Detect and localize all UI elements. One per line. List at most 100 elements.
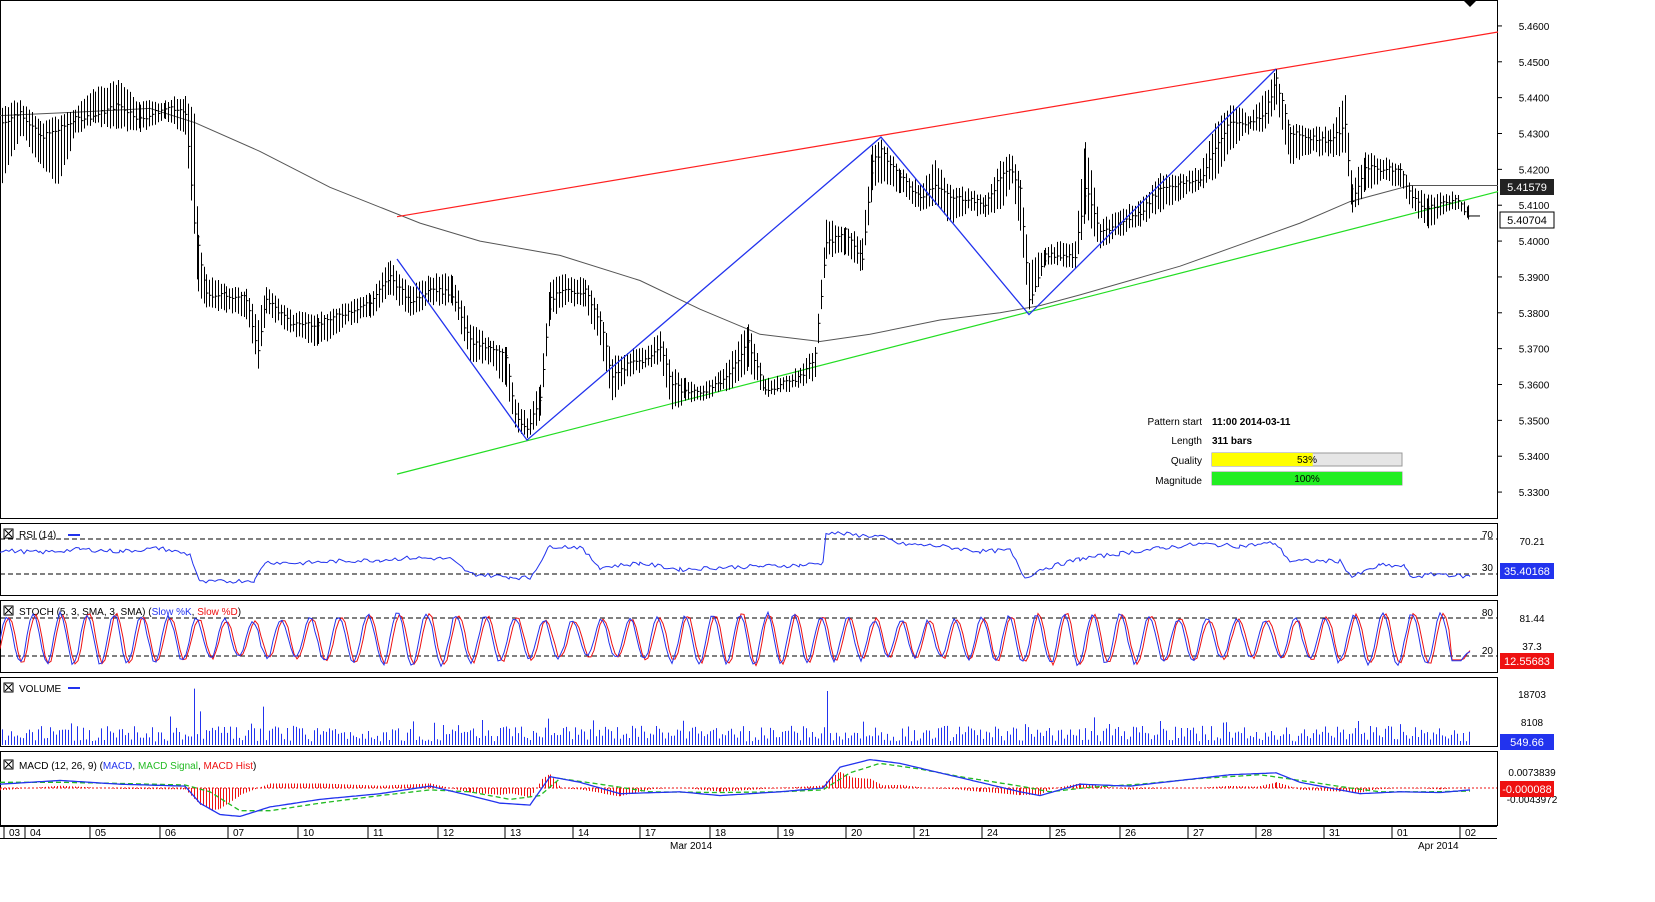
day-label: 26	[1125, 828, 1137, 839]
main-panel-frame	[0, 0, 1498, 519]
day-label: 05	[95, 828, 107, 839]
price-tick-label: 5.4100	[1519, 201, 1550, 212]
stoch-current-value: 12.55683	[1504, 656, 1550, 668]
price-tick-label: 5.4400	[1519, 94, 1550, 105]
day-label: 11	[373, 828, 384, 839]
stoch-value-box	[1500, 653, 1554, 669]
price-bars	[2, 69, 1480, 438]
day-label: 25	[1055, 828, 1067, 839]
day-label: 17	[645, 828, 657, 839]
volume-close-icon[interactable]	[4, 683, 13, 692]
quality-bar-fill	[1212, 453, 1313, 466]
day-label: 31	[1329, 828, 1341, 839]
price-tick-label: 5.4600	[1519, 22, 1550, 33]
price-tick-label: 5.3500	[1519, 416, 1550, 427]
price-tick-label: 5.3300	[1519, 488, 1550, 499]
rsi-close-icon[interactable]	[4, 529, 13, 538]
rsi-current-value: 35.40168	[1504, 566, 1550, 578]
price-tick-label: 5.3700	[1519, 345, 1550, 356]
quality-label: Quality	[1171, 456, 1202, 467]
macd-legend-macd: MACD	[103, 761, 132, 772]
day-label: 07	[233, 828, 245, 839]
day-label: 03	[9, 828, 21, 839]
month-label: Mar 2014	[670, 841, 713, 852]
macd-label-text: MACD (12, 26, 9)	[19, 761, 97, 772]
day-label: 04	[30, 828, 42, 839]
price-tick-label: 5.4300	[1519, 130, 1550, 141]
volume-current-value: 549.66	[1510, 737, 1544, 749]
rsi-line	[0, 531, 1471, 584]
pattern-start-label: Pattern start	[1148, 417, 1203, 428]
day-label: 27	[1193, 828, 1205, 839]
length-label: Length	[1171, 436, 1202, 447]
stoch-close-icon[interactable]	[4, 606, 13, 615]
price-tick-label: 5.3800	[1519, 309, 1550, 320]
day-label: 13	[510, 828, 522, 839]
stoch-k-label: Slow %K	[152, 607, 192, 618]
macd-histogram	[0, 772, 1497, 810]
macd-tick-label-top: 0.0073839	[1508, 768, 1556, 779]
rsi-value-box	[1500, 563, 1554, 579]
magnitude-label: Magnitude	[1155, 476, 1202, 487]
macd-tick-label-bottom: -0.0043972	[1507, 795, 1558, 806]
macd-line	[0, 758, 1471, 818]
stoch-label: STOCH (5, 3, SMA, 3, SMA) (Slow %K, Slow…	[19, 607, 241, 618]
macd-current-value: -0.000088	[1502, 784, 1552, 796]
price-axis: 5.4600 5.4500 5.4400 5.4300 5.4200 5.4100 5.40…	[1497, 22, 1550, 499]
magnitude-bar-fill	[1212, 472, 1402, 485]
length-value: 311 bars	[1212, 436, 1252, 447]
volume-panel-frame	[0, 677, 1498, 747]
stoch-d-label: Slow %D	[197, 607, 238, 618]
day-label: 24	[987, 828, 999, 839]
rsi-level-70-label: 70	[1482, 530, 1494, 541]
rsi-panel: RSI (14) 70 30 70.21 35.40168	[0, 528, 1554, 584]
day-label: 21	[919, 828, 931, 839]
stoch-level-20-label: 20	[1482, 646, 1494, 657]
price-tick-label: 5.4200	[1519, 165, 1550, 176]
day-label: 10	[303, 828, 315, 839]
price-label-lower: 5.40704	[1507, 215, 1547, 227]
month-label: Apr 2014	[1418, 841, 1459, 852]
macd-legend-hist: MACD Hist	[204, 761, 254, 772]
day-label: 14	[578, 828, 590, 839]
stoch-level-80-label: 80	[1482, 608, 1494, 619]
price-tick-label: 5.3900	[1519, 273, 1550, 284]
magnitude-value: 100%	[1294, 474, 1320, 485]
pattern-start-value: 11:00 2014-03-11	[1212, 417, 1291, 428]
day-label: 28	[1261, 828, 1273, 839]
macd-value-box	[1500, 781, 1554, 797]
macd-label: MACD (12, 26, 9) (MACD, MACD Signal, MAC…	[19, 761, 256, 772]
volume-tick-label-a: 18703	[1518, 690, 1546, 701]
stoch-label-text: STOCH (5, 3, SMA, 3, SMA)	[19, 607, 146, 618]
scroll-arrow-icon[interactable]	[1464, 1, 1476, 7]
macd-panel: MACD (12, 26, 9) (MACD, MACD Signal, MAC…	[0, 758, 1558, 818]
rsi-tick-label: 70.21	[1519, 537, 1544, 548]
day-label: 02	[1465, 828, 1477, 839]
day-label: 06	[165, 828, 177, 839]
price-label-upper: 5.41579	[1507, 182, 1547, 194]
rsi-panel-frame	[0, 523, 1498, 596]
price-tick-label: 5.4000	[1519, 237, 1550, 248]
price-tick-label: 5.3600	[1519, 381, 1550, 392]
macd-signal-line	[0, 762, 1471, 812]
day-label: 20	[851, 828, 863, 839]
quality-value: 53%	[1297, 455, 1317, 466]
price-label-lower-box	[1499, 211, 1555, 229]
volume-bars	[2, 688, 1470, 745]
day-label: 01	[1397, 828, 1409, 839]
rsi-label: RSI (14)	[19, 530, 56, 541]
volume-panel: VOLUME 18703 8108 549.66	[2, 682, 1554, 750]
stoch-k-line	[0, 610, 1471, 668]
price-label-upper-box	[1500, 179, 1554, 195]
pattern-info-box: Pattern start 11:00 2014-03-11 Length 31…	[1148, 417, 1403, 487]
stoch-tick-label-b: 37.3	[1522, 642, 1542, 653]
support-trendline	[396, 191, 1499, 475]
macd-close-icon[interactable]	[4, 760, 13, 769]
volume-label: VOLUME	[19, 684, 62, 695]
stoch-tick-label-a: 81.44	[1519, 614, 1544, 625]
x-axis: 03 04 05 06 07 10 11 12 13 14 17 18 19 20 21 24 25 26 27 28…	[3, 826, 1477, 852]
rsi-level-30-label: 30	[1482, 563, 1494, 574]
day-label: 19	[783, 828, 795, 839]
